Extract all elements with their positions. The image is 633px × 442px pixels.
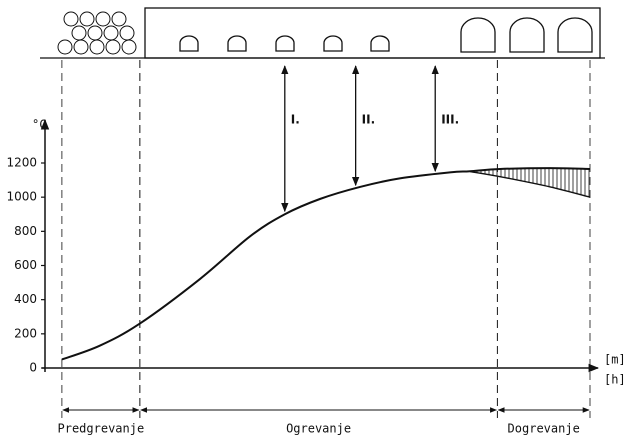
zone-label: Ogrevanje xyxy=(286,422,351,436)
y-tick-label: 400 xyxy=(14,292,37,306)
kiln-drawing xyxy=(40,8,605,58)
annotation-label: III. xyxy=(441,113,459,127)
line-series xyxy=(62,168,590,359)
annotation-label: II. xyxy=(362,113,376,127)
chart: °C [m] [h] 0 200 400 600 800 1000 1200 Predgrev… xyxy=(0,0,633,442)
x-unit-label: [h] xyxy=(604,373,626,387)
axes xyxy=(42,120,598,372)
y-tick-label: 600 xyxy=(14,258,37,272)
y-tick-label: 800 xyxy=(14,224,37,238)
y-axis-label: °C xyxy=(32,118,46,132)
y-tick-label: 200 xyxy=(14,326,37,340)
y-tick-label: 0 xyxy=(29,361,37,375)
y-tick-label: 1000 xyxy=(6,190,37,204)
zone-label: Predgrevanje xyxy=(58,422,145,436)
annotation-label: I. xyxy=(291,113,300,127)
y-tick-label: 1200 xyxy=(6,156,37,170)
zone-label: Dogrevanje xyxy=(508,422,580,436)
x-unit-label: [m] xyxy=(604,353,626,367)
